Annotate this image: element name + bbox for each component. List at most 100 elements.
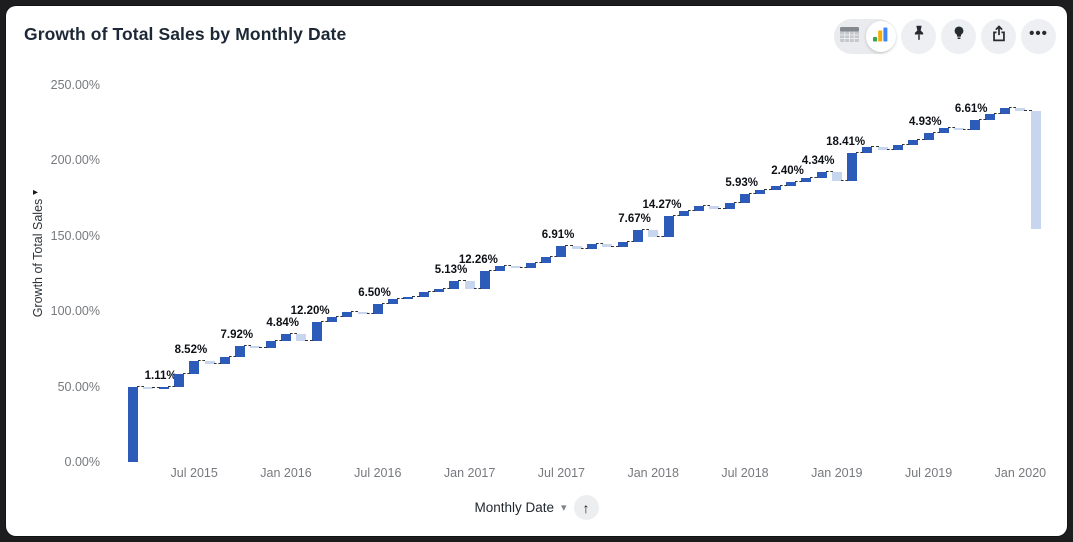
waterfall-bar[interactable] — [525, 262, 536, 268]
waterfall-connector — [672, 214, 680, 216]
waterfall-connector — [198, 360, 206, 362]
waterfall-connector — [397, 298, 405, 300]
waterfall-bar[interactable] — [219, 357, 230, 364]
waterfall-bar[interactable] — [189, 361, 200, 374]
waterfall-bar[interactable] — [893, 144, 903, 150]
y-axis-tick-label: 100.00% — [50, 304, 100, 319]
waterfall-bar[interactable] — [1015, 107, 1026, 112]
waterfall-bar[interactable] — [388, 299, 399, 305]
waterfall-bar[interactable] — [847, 152, 858, 181]
x-axis-tick-label: Jan 2017 — [443, 466, 496, 480]
bar-value-label: 5.13% — [434, 264, 468, 276]
waterfall-connector — [427, 291, 435, 293]
waterfall-connector — [550, 255, 558, 257]
waterfall-bar[interactable] — [479, 270, 490, 290]
view-toggle[interactable] — [834, 19, 896, 54]
waterfall-bar[interactable] — [128, 386, 138, 462]
waterfall-bar[interactable] — [265, 340, 276, 348]
waterfall-connector — [182, 372, 191, 374]
bar-value-label: 2.40% — [771, 165, 804, 178]
waterfall-connector — [871, 146, 879, 148]
waterfall-connector — [488, 269, 497, 271]
waterfall-bar[interactable] — [984, 114, 995, 121]
y-axis-title[interactable]: Growth of Total Sales — [31, 198, 45, 318]
waterfall-bar[interactable] — [862, 147, 873, 153]
waterfall-bar[interactable] — [724, 203, 735, 209]
waterfall-bar[interactable] — [571, 246, 582, 249]
waterfall-bar[interactable] — [510, 265, 521, 268]
sort-ascending-button[interactable]: ↑ — [573, 495, 599, 520]
waterfall-bar[interactable] — [709, 206, 720, 209]
pin-button[interactable] — [901, 19, 936, 54]
waterfall-bar[interactable] — [770, 185, 781, 191]
waterfall-connector — [1024, 110, 1032, 112]
waterfall-bar[interactable] — [877, 147, 888, 150]
y-axis-tick-label: 150.00% — [50, 228, 100, 243]
waterfall-bar[interactable] — [632, 230, 643, 242]
waterfall-bar[interactable] — [342, 311, 353, 318]
waterfall-connector — [274, 339, 282, 341]
insights-button[interactable] — [941, 19, 976, 54]
waterfall-bar[interactable] — [403, 296, 414, 300]
waterfall-connector — [213, 362, 221, 364]
waterfall-bar[interactable] — [296, 333, 307, 341]
waterfall-bar[interactable] — [449, 281, 460, 289]
waterfall-bar[interactable] — [464, 281, 475, 290]
x-axis-title[interactable]: Monthly Date — [474, 500, 554, 515]
bar-value-label: 6.91% — [541, 229, 575, 242]
waterfall-bar[interactable] — [541, 256, 552, 263]
waterfall-bar[interactable] — [663, 215, 674, 238]
waterfall-connector — [856, 151, 864, 153]
waterfall-bar[interactable] — [250, 345, 261, 348]
waterfall-bar[interactable] — [694, 206, 705, 212]
bar-value-label: 12.26% — [458, 253, 498, 266]
waterfall-bar[interactable] — [954, 128, 965, 131]
bar-value-label: 5.93% — [725, 177, 758, 190]
waterfall-connector — [152, 387, 160, 389]
export-button[interactable] — [981, 19, 1016, 54]
waterfall-bar[interactable] — [785, 182, 796, 186]
waterfall-bar[interactable] — [357, 311, 368, 315]
toolbar: ••• — [834, 19, 1056, 54]
bar-value-label: 18.41% — [826, 135, 866, 148]
waterfall-bar[interactable] — [158, 386, 169, 389]
waterfall-bar[interactable] — [908, 140, 919, 145]
waterfall-bar[interactable] — [648, 230, 659, 238]
waterfall-bar[interactable] — [740, 194, 750, 204]
x-axis-tick-label: Jul 2016 — [354, 466, 402, 480]
waterfall-bar[interactable] — [143, 386, 154, 389]
waterfall-bar[interactable] — [418, 292, 429, 297]
waterfall-bar[interactable] — [235, 345, 246, 358]
waterfall-bar[interactable] — [831, 171, 842, 181]
waterfall-bar[interactable] — [556, 246, 567, 257]
waterfall-connector — [167, 385, 175, 387]
waterfall-bar[interactable] — [678, 211, 689, 216]
waterfall-bar[interactable] — [617, 241, 628, 248]
waterfall-bar[interactable] — [173, 373, 184, 387]
x-axis-control: Monthly Date ▾ ↑ — [0, 495, 1073, 520]
table-view-button[interactable] — [834, 21, 865, 52]
waterfall-bar[interactable] — [326, 317, 337, 323]
waterfall-bar[interactable] — [602, 243, 613, 248]
waterfall-bar[interactable] — [801, 178, 812, 183]
y-axis-expand-icon[interactable]: ▸ — [33, 187, 39, 198]
chevron-down-icon[interactable]: ▾ — [561, 502, 567, 514]
waterfall-bar[interactable] — [969, 120, 980, 131]
waterfall-bar[interactable] — [372, 304, 383, 315]
waterfall-bar[interactable] — [311, 322, 322, 341]
waterfall-bar[interactable] — [434, 288, 444, 293]
waterfall-bar[interactable] — [755, 190, 766, 195]
waterfall-bar[interactable] — [938, 128, 949, 134]
x-axis-tick-label: Jul 2018 — [721, 466, 769, 480]
waterfall-bar[interactable] — [281, 333, 291, 341]
waterfall-bar[interactable] — [204, 361, 215, 364]
waterfall-bar[interactable] — [816, 171, 827, 179]
more-button[interactable]: ••• — [1021, 19, 1056, 54]
chart-view-button[interactable] — [865, 21, 896, 52]
waterfall-bar[interactable] — [1000, 107, 1011, 115]
waterfall-connector — [718, 207, 726, 209]
waterfall-bar[interactable] — [587, 243, 597, 249]
waterfall-bar[interactable] — [495, 265, 506, 271]
waterfall-bar[interactable] — [923, 133, 934, 141]
waterfall-bar[interactable] — [1030, 111, 1041, 229]
